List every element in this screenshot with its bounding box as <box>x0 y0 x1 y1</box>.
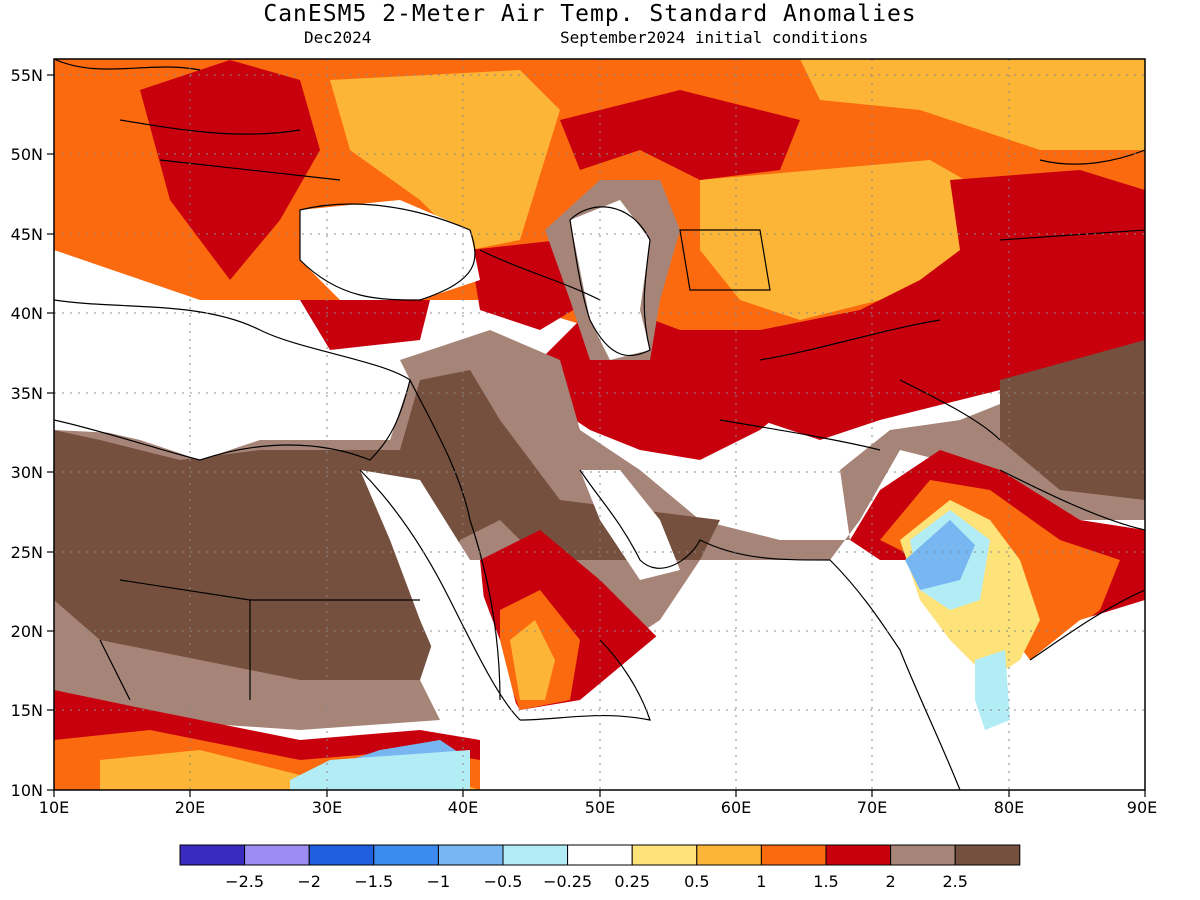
chart-title: CanESM5 2-Meter Air Temp. Standard Anoma… <box>263 1 917 27</box>
lon-tick-labels: 10E 20E 30E 40E 50E 60E 70E 80E 90E <box>39 798 1157 817</box>
anomaly-field <box>54 59 1145 790</box>
colorbar-swatch <box>567 844 633 866</box>
zone-arabia-yellow <box>510 620 555 700</box>
colorbar-label: −2.5 <box>225 872 264 891</box>
colorbar-label: 1 <box>756 872 766 891</box>
colorbar: −2.5 −2 −1.5 −1 −0.5 −0.25 0.25 0.5 1 1.5 2 2.5 <box>179 844 1021 891</box>
graticule <box>54 59 1145 790</box>
zone-turkey-red <box>300 300 430 350</box>
colorbar-swatch <box>954 844 1021 866</box>
lat-tick-label: 25N <box>11 543 43 562</box>
lon-tick-label: 30E <box>312 798 342 817</box>
zone-himalaya-brown <box>1000 340 1145 500</box>
zone-central-asia-yellow <box>330 70 560 250</box>
colorbar-swatch <box>825 844 892 866</box>
lon-tick-label: 60E <box>721 798 751 817</box>
lat-tick-label: 15N <box>11 701 43 720</box>
zone-sahel-lightbrown <box>54 600 440 730</box>
mask-mediterranean <box>54 300 410 460</box>
mask-red-sea <box>360 470 520 740</box>
lat-tick-label: 40N <box>11 304 43 323</box>
colorbar-label: 2.5 <box>942 872 967 891</box>
lon-tick-label: 10E <box>39 798 69 817</box>
colorbar-swatch <box>244 844 310 866</box>
colorbar-swatch <box>373 844 439 866</box>
lon-tick-label: 80E <box>994 798 1024 817</box>
colorbar-swatch <box>631 844 698 866</box>
lat-tick-label: 50N <box>11 145 43 164</box>
lat-tick-label: 30N <box>11 463 43 482</box>
lat-tick-label: 45N <box>11 225 43 244</box>
lat-tick-label: 55N <box>11 66 43 85</box>
colorbar-label: 0.25 <box>614 872 650 891</box>
zone-russia-red <box>560 90 800 180</box>
colorbar-swatch <box>696 844 762 866</box>
colorbar-swatch <box>308 844 375 866</box>
colorbar-swatch <box>890 844 956 866</box>
colorbar-swatch <box>179 844 246 866</box>
colorbar-label: 2 <box>886 872 896 891</box>
zone-sahara-darkbrown <box>54 370 720 700</box>
colorbar-label: −0.25 <box>543 872 592 891</box>
lat-tick-label: 20N <box>11 622 43 641</box>
lon-tick-label: 40E <box>448 798 478 817</box>
colorbar-label: 1.5 <box>813 872 838 891</box>
zone-europe-red <box>140 60 320 280</box>
colorbar-label: 0.5 <box>684 872 709 891</box>
colorbar-label: −1.5 <box>354 872 393 891</box>
lon-tick-label: 20E <box>175 798 205 817</box>
colorbar-label: −2 <box>297 872 321 891</box>
zone-india-blue <box>905 520 975 590</box>
coastlines <box>54 59 1145 790</box>
lon-tick-label: 50E <box>585 798 615 817</box>
tick-marks <box>47 74 1146 797</box>
colorbar-label: −1 <box>427 872 451 891</box>
zone-north-yellow <box>800 59 1145 150</box>
lon-tick-label: 70E <box>857 798 887 817</box>
zone-ethiopia-lightblue <box>290 750 470 790</box>
colorbar-swatch <box>502 844 569 866</box>
lat-tick-label: 10N <box>11 781 43 800</box>
mask-black-sea <box>300 200 480 300</box>
lat-tick-label: 35N <box>11 384 43 403</box>
colorbar-label: −0.5 <box>484 872 523 891</box>
colorbar-swatch <box>760 844 827 866</box>
zone-kazakh-yellow <box>700 160 1000 320</box>
lat-tick-labels: 55N 50N 45N 40N 35N 30N 25N 20N 15N 10N <box>11 66 43 800</box>
forecast-month: Dec2024 <box>304 28 372 47</box>
colorbar-swatch <box>437 844 504 866</box>
lon-tick-label: 90E <box>1127 798 1157 817</box>
initial-conditions: September2024 initial conditions <box>560 28 869 47</box>
mask-bay-of-bengal <box>1010 600 1145 790</box>
mask-gulf-of-aden <box>500 720 660 790</box>
